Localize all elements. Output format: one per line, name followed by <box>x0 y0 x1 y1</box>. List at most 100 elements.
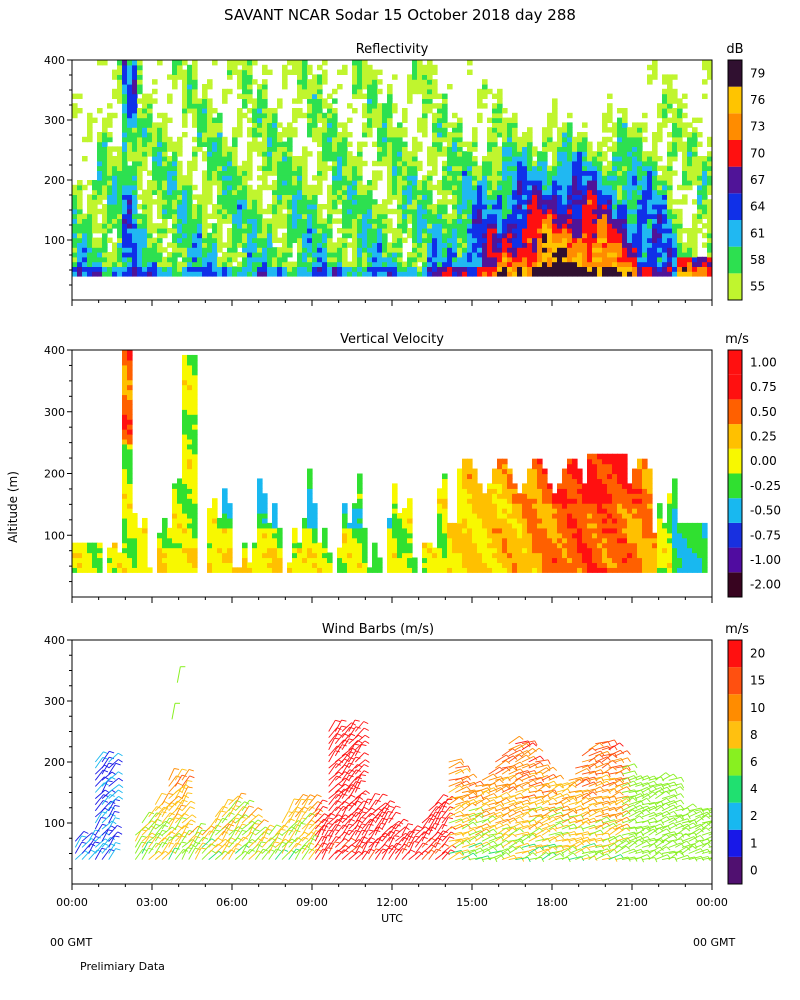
reflectivity-cell <box>192 98 198 104</box>
reflectivity-cell <box>227 60 233 66</box>
velocity-cell <box>322 567 328 573</box>
reflectivity-cell <box>632 165 638 171</box>
reflectivity-cell <box>197 228 203 234</box>
reflectivity-cell <box>522 146 528 152</box>
reflectivity-cell <box>132 218 138 224</box>
reflectivity-cell <box>307 213 313 219</box>
velocity-cell <box>77 567 83 573</box>
velocity-cell <box>92 542 98 549</box>
reflectivity-cell <box>662 117 668 123</box>
reflectivity-cell <box>677 122 683 128</box>
reflectivity-cell <box>587 156 593 162</box>
reflectivity-cell <box>352 237 358 243</box>
velocity-cell <box>212 532 218 539</box>
velocity-cell <box>177 542 183 549</box>
reflectivity-cell <box>607 136 613 143</box>
velocity-cell <box>337 547 343 554</box>
reflectivity-cell <box>632 228 638 234</box>
reflectivity-cell <box>507 122 513 128</box>
reflectivity-cell <box>352 60 358 66</box>
velocity-cell <box>307 532 313 539</box>
reflectivity-cell <box>137 117 143 123</box>
reflectivity-cell <box>282 84 288 90</box>
reflectivity-cell <box>537 256 543 263</box>
velocity-cell <box>222 542 228 549</box>
reflectivity-cell <box>72 213 78 219</box>
velocity-cell <box>127 513 133 519</box>
reflectivity-cell <box>292 194 298 200</box>
reflectivity-cell <box>567 156 573 162</box>
reflectivity-cell <box>312 117 318 123</box>
reflectivity-cell <box>122 242 128 248</box>
reflectivity-cell <box>637 194 643 200</box>
reflectivity-cell <box>302 208 308 215</box>
reflectivity-cell <box>127 256 133 263</box>
reflectivity-cell <box>627 242 633 248</box>
velocity-cell <box>267 552 273 559</box>
reflectivity-cell <box>212 232 218 239</box>
velocity-cell <box>397 542 403 549</box>
velocity-cell <box>192 419 198 425</box>
reflectivity-cell <box>642 199 648 205</box>
velocity-cell <box>182 522 188 529</box>
reflectivity-cell <box>337 136 343 143</box>
reflectivity-cell <box>437 261 443 267</box>
reflectivity-cell <box>332 165 338 171</box>
velocity-cell <box>187 424 193 430</box>
reflectivity-cell <box>242 74 248 80</box>
reflectivity-cell <box>267 242 273 248</box>
reflectivity-cell <box>282 64 288 71</box>
reflectivity-cell <box>597 194 603 200</box>
reflectivity-cell <box>402 132 408 138</box>
velocity-cell <box>357 557 363 564</box>
reflectivity-cell <box>617 156 623 162</box>
reflectivity-cell <box>572 261 578 267</box>
reflectivity-cell <box>612 184 618 191</box>
reflectivity-cell <box>457 208 463 215</box>
reflectivity-cell <box>262 160 268 167</box>
reflectivity-cell <box>652 218 658 224</box>
reflectivity-cell <box>117 146 123 152</box>
reflectivity-cell <box>557 208 563 215</box>
reflectivity-cell <box>97 165 103 171</box>
reflectivity-cell <box>182 228 188 234</box>
reflectivity-cell <box>87 127 93 133</box>
reflectivity-cell <box>632 160 638 167</box>
velocity-cell <box>177 503 183 509</box>
velocity-cell <box>252 557 258 564</box>
reflectivity-cell <box>512 204 518 210</box>
reflectivity-cell <box>672 151 678 157</box>
reflectivity-cell <box>202 271 208 277</box>
reflectivity-cell <box>257 108 263 114</box>
reflectivity-cell <box>502 252 508 258</box>
velocity-cell <box>392 547 398 554</box>
reflectivity-cell <box>102 132 108 138</box>
reflectivity-cell <box>87 208 93 215</box>
reflectivity-cell <box>187 194 193 200</box>
velocity-cell <box>292 557 298 564</box>
velocity-cell <box>407 527 413 534</box>
reflectivity-cell <box>92 194 98 200</box>
reflectivity-cell <box>612 256 618 263</box>
velocity-cell <box>172 498 178 504</box>
reflectivity-cell <box>232 199 238 205</box>
reflectivity-cell <box>177 208 183 215</box>
reflectivity-cell <box>597 180 603 186</box>
reflectivity-cell <box>417 141 423 147</box>
reflectivity-cell <box>152 151 158 157</box>
velocity-cell <box>307 483 313 489</box>
reflectivity-cell <box>347 261 353 267</box>
velocity-cell <box>262 508 268 514</box>
reflectivity-cell <box>352 88 358 95</box>
reflectivity-cell <box>662 266 668 272</box>
reflectivity-cell <box>267 160 273 167</box>
reflectivity-cell <box>287 247 293 253</box>
velocity-cell <box>137 542 143 549</box>
velocity-cell <box>262 542 268 549</box>
velocity-cell <box>362 532 368 539</box>
reflectivity-cell <box>407 93 413 99</box>
reflectivity-cell <box>527 228 533 234</box>
velocity-cell <box>292 532 298 539</box>
reflectivity-cell <box>612 156 618 162</box>
reflectivity-cell <box>102 122 108 128</box>
